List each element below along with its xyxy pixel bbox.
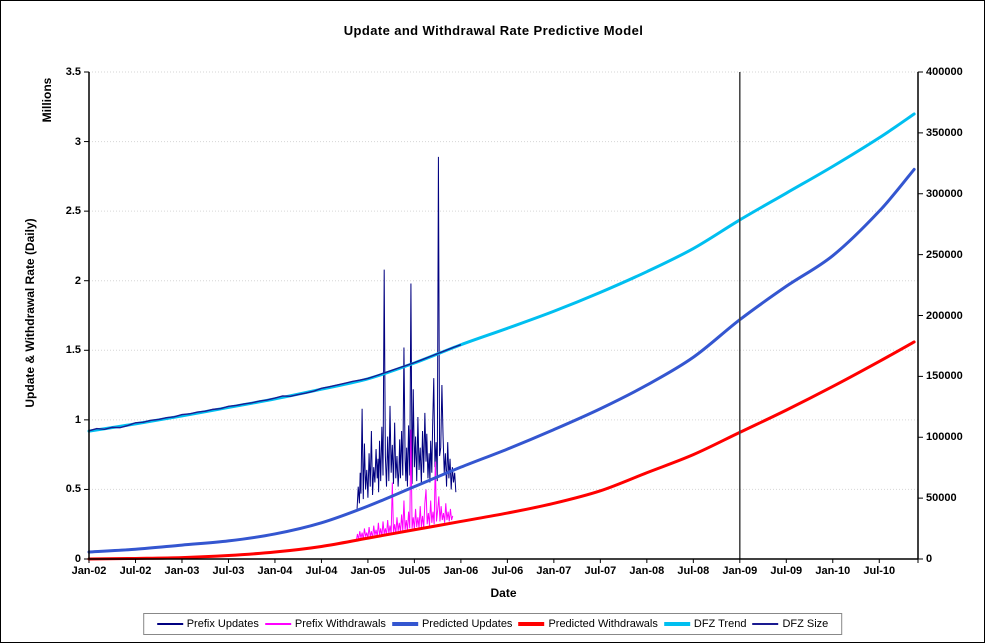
- legend-label: DFZ Size: [782, 618, 829, 630]
- x-axis-tick-label: Jul-10: [863, 565, 896, 577]
- left-axis-tick-label: 3: [74, 135, 81, 148]
- left-axis-tick-label: 2: [74, 274, 81, 287]
- left-axis-tick-label: 0: [74, 553, 81, 565]
- x-axis-tick-label: Jul-08: [677, 565, 710, 577]
- x-axis-tick-label: Jan-10: [815, 565, 851, 577]
- x-axis-tick-label: Jul-09: [770, 565, 803, 577]
- legend-label: Predicted Withdrawals: [548, 618, 658, 630]
- x-axis-tick-label: Jul-07: [584, 565, 617, 577]
- x-axis-tick-label: Jan-08: [629, 565, 665, 577]
- x-axis-tick-label: Jul-04: [305, 565, 338, 577]
- right-axis-tick-label: 200000: [926, 309, 963, 322]
- legend-item: Prefix Withdrawals: [264, 618, 386, 630]
- legend-label: Prefix Withdrawals: [294, 618, 386, 630]
- legend-item: DFZ Size: [752, 618, 828, 630]
- right-axis-tick-label: 150000: [926, 370, 963, 383]
- right-axis-tick-label: 350000: [926, 126, 963, 139]
- x-axis-tick-label: Jul-02: [119, 565, 152, 577]
- x-axis-tick-label: Jul-06: [491, 565, 524, 577]
- x-axis-tick-label: Jul-03: [212, 565, 245, 577]
- legend-label: Prefix Updates: [186, 618, 259, 630]
- right-axis-tick-label: 100000: [926, 431, 963, 444]
- legend-item: DFZ Trend: [663, 618, 747, 630]
- right-axis-tick-label: 400000: [926, 66, 963, 78]
- x-axis-tick-label: Jan-09: [722, 565, 758, 577]
- legend-item: Predicted Updates: [391, 618, 513, 630]
- legend-item: Prefix Updates: [156, 618, 259, 630]
- legend-item: Predicted Withdrawals: [518, 618, 658, 630]
- legend-line-swatch: [663, 622, 690, 626]
- x-axis-tick-label: Jan-02: [71, 565, 107, 577]
- left-axis-tick-label: 1.5: [65, 344, 81, 357]
- left-axis-tick-label: 0.5: [65, 483, 81, 496]
- legend-line-swatch: [264, 623, 291, 625]
- x-axis-title: Date: [490, 586, 517, 600]
- x-axis-tick-label: Jan-05: [350, 565, 386, 577]
- chart-title: Update and Withdrawal Rate Predictive Mo…: [343, 23, 644, 38]
- legend-label: DFZ Trend: [693, 618, 747, 630]
- legend-line-swatch: [518, 622, 545, 626]
- x-axis-tick-label: Jan-07: [536, 565, 572, 577]
- legend-label: Predicted Updates: [421, 618, 513, 630]
- legend-line-swatch: [156, 623, 183, 625]
- x-axis-tick-label: Jan-06: [443, 565, 479, 577]
- right-axis-tick-label: 250000: [926, 248, 963, 261]
- x-axis-tick-label: Jan-03: [164, 565, 200, 577]
- legend-line-swatch: [391, 622, 418, 626]
- right-axis-tick-label: 300000: [926, 187, 963, 200]
- legend: Prefix Updates Prefix Withdrawals Predicte…: [142, 613, 843, 635]
- legend-line-swatch: [752, 623, 779, 625]
- left-axis-tick-label: 2.5: [65, 205, 81, 218]
- x-axis-tick-label: Jul-05: [398, 565, 431, 577]
- right-axis-tick-label: 0: [926, 553, 933, 565]
- left-axis-tick-label: 3.5: [65, 66, 81, 78]
- x-axis-tick-label: Jan-04: [257, 565, 293, 577]
- left-axis-tick-label: 1: [74, 413, 81, 426]
- right-axis-tick-label: 50000: [926, 492, 957, 505]
